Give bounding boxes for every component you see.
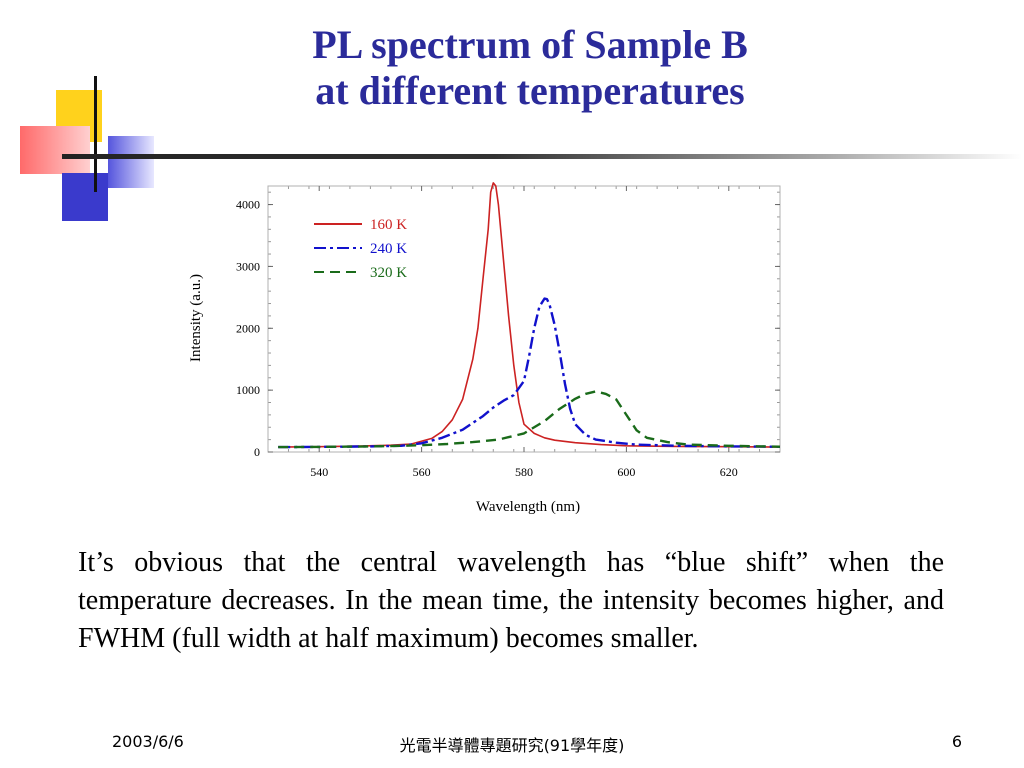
y-tick-label-1: 1000 <box>236 383 260 397</box>
legend-label-240-k: 240 K <box>370 241 407 257</box>
explanation-paragraph: It’s obvious that the central wavelength… <box>78 547 944 654</box>
footer-page-number: 6 <box>951 732 962 751</box>
title-line-2: at different temperatures <box>315 68 745 113</box>
x-ticks: 540 560 580 600 620 <box>310 186 738 479</box>
x-tick-label-3: 600 <box>617 465 635 479</box>
logo-red-block <box>20 126 90 174</box>
series-line-240-k <box>278 297 781 449</box>
series-line-320-k <box>278 390 781 449</box>
plot-frame <box>267 185 781 453</box>
x-tick-label-4: 620 <box>720 465 738 479</box>
logo-blue-gradient <box>108 136 154 188</box>
y-tick-label-0: 0 <box>254 445 260 459</box>
x-tick-label-1: 560 <box>413 465 431 479</box>
slide-title: PL spectrum of Sample B at different tem… <box>200 22 860 114</box>
x-axis-label: Wavelength (nm) <box>476 499 580 515</box>
footer-course: 光電半導體專題研究(91學年度) <box>399 736 625 755</box>
title-line-1: PL spectrum of Sample B <box>312 22 748 67</box>
logo-vertical-line <box>94 76 97 192</box>
series-line-160-k <box>278 182 781 448</box>
footer-date: 2003/6/6 <box>112 732 184 751</box>
y-tick-label-3: 3000 <box>236 259 260 273</box>
title-divider <box>62 154 1022 159</box>
y-tick-label-4: 4000 <box>236 198 260 212</box>
y-tick-label-2: 2000 <box>236 321 260 335</box>
legend: 160 K 240 K 320 K <box>314 217 407 281</box>
x-tick-label-2: 580 <box>515 465 533 479</box>
logo-blue-block <box>62 173 108 221</box>
pl-spectrum-chart: 0 1000 2000 3000 4000 540 560 580 600 620 160 K 2… <box>188 182 781 515</box>
legend-label-320-k: 320 K <box>370 265 407 281</box>
legend-label-160-k: 160 K <box>370 217 407 233</box>
y-axis-label: Intensity (a.u.) <box>188 274 204 362</box>
series-lines <box>278 182 781 449</box>
y-ticks: 0 1000 2000 3000 4000 <box>236 198 780 459</box>
grid-lines <box>267 186 781 453</box>
x-tick-label-0: 540 <box>310 465 328 479</box>
